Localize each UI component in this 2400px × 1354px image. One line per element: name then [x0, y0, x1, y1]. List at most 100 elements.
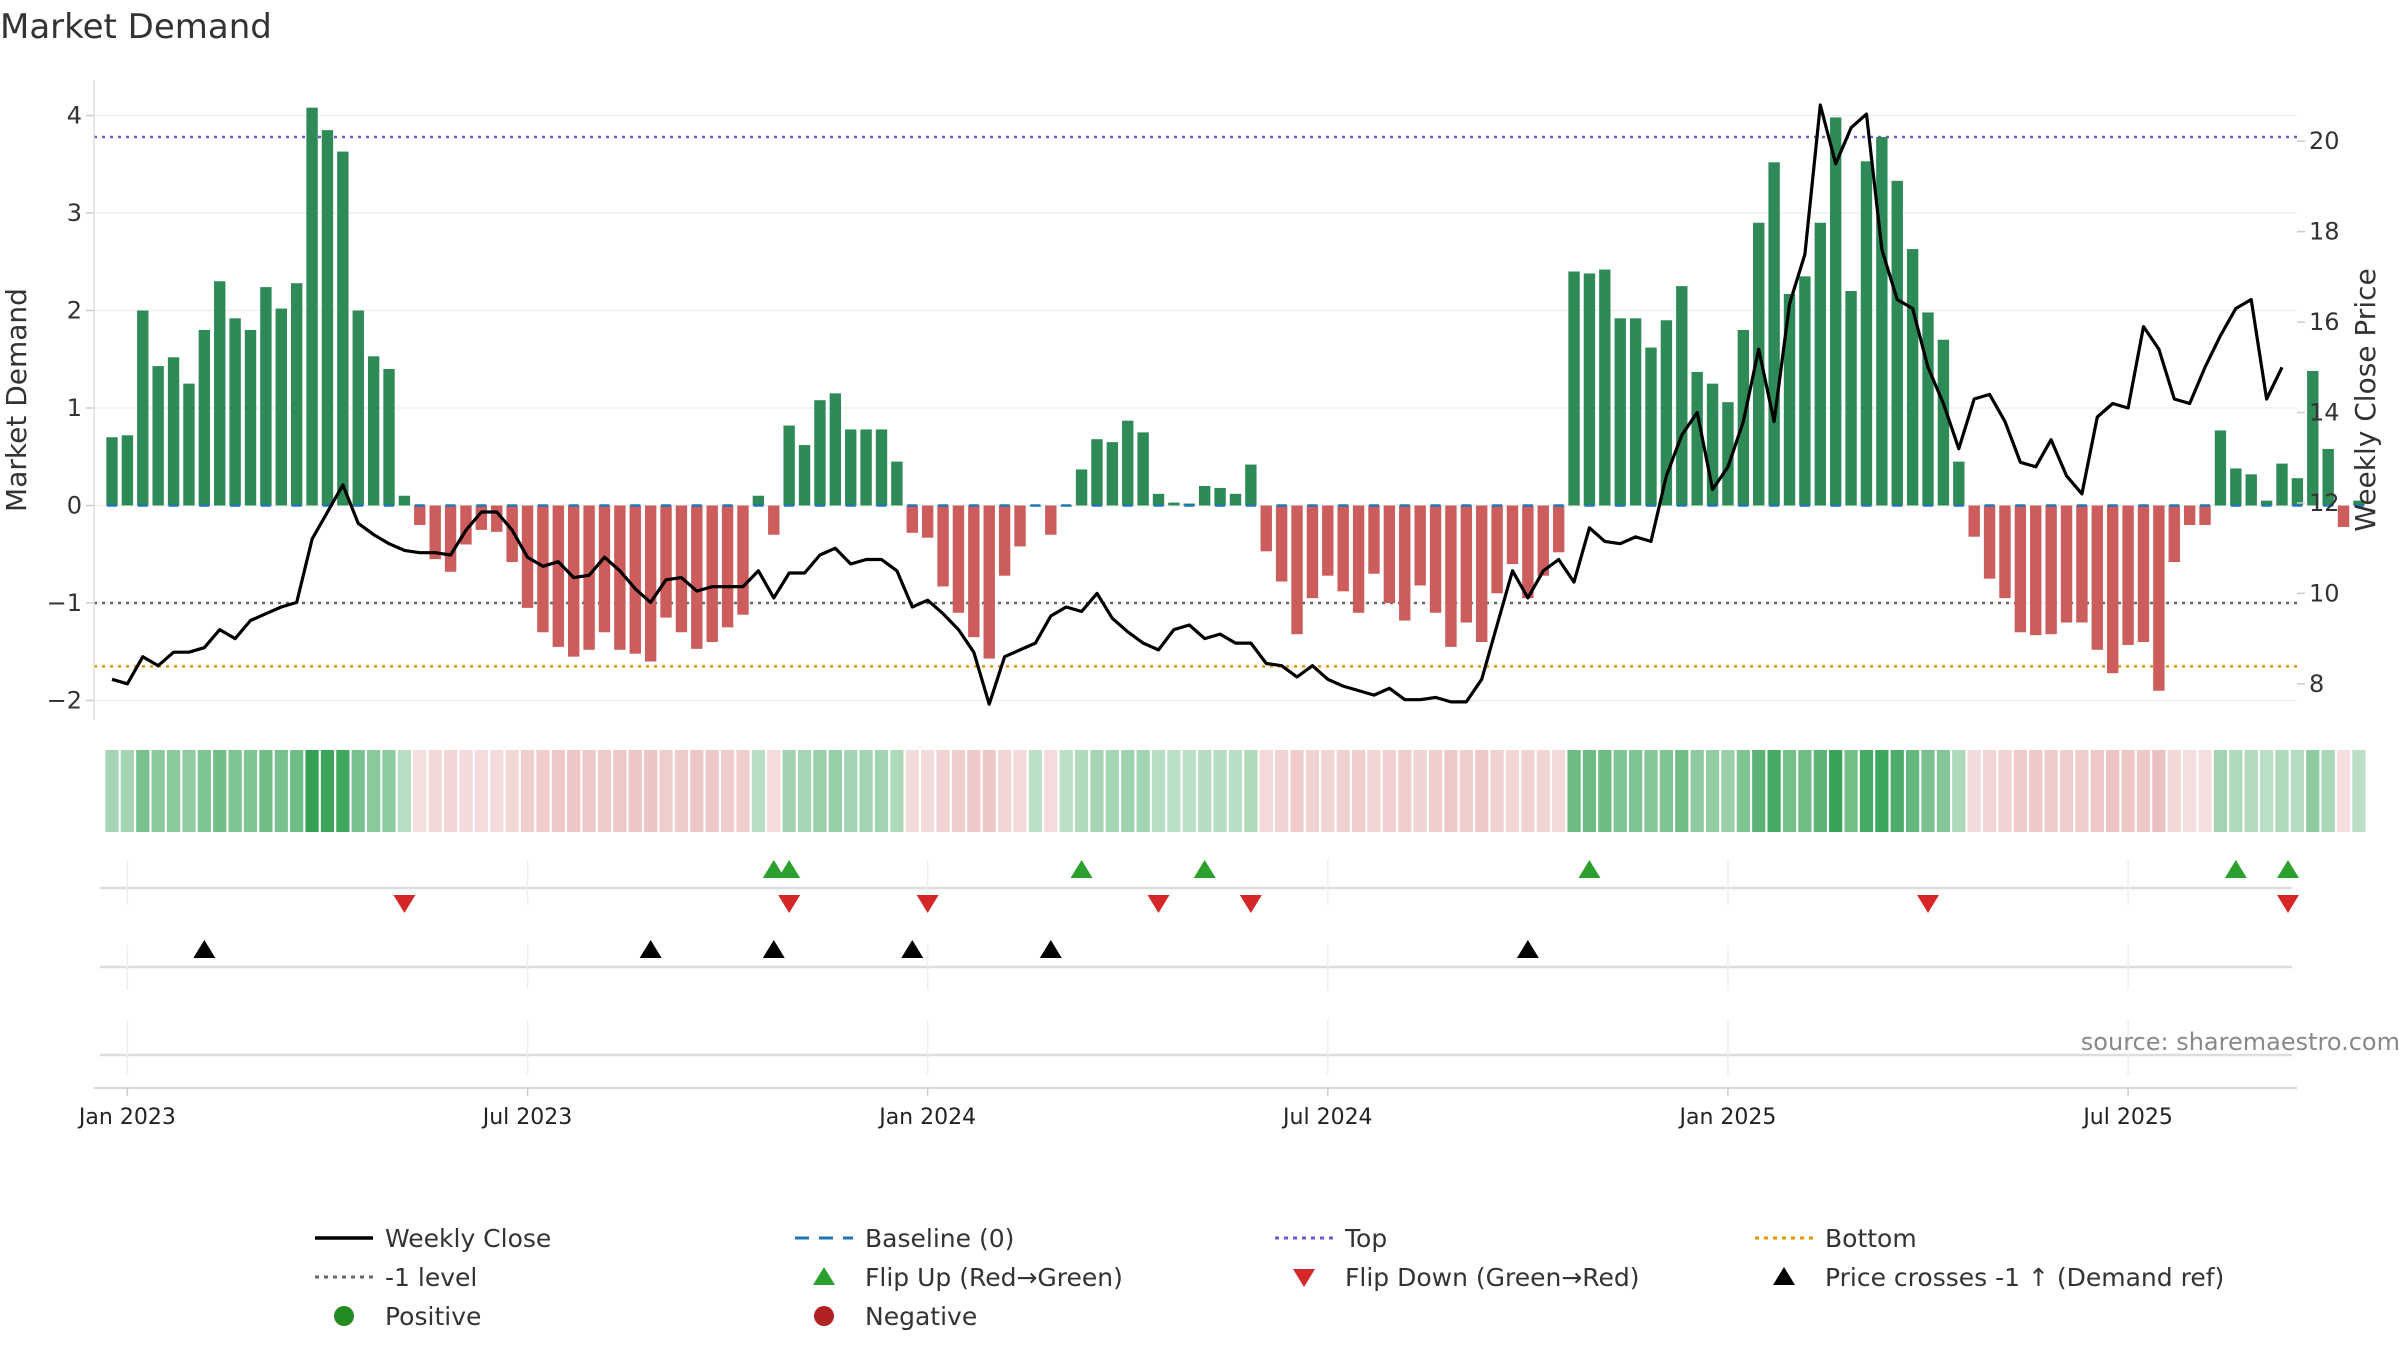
positive-bar [229, 318, 241, 506]
positive-bar [198, 330, 211, 506]
positive-bar [1676, 286, 1688, 506]
heat-cell-negative [1475, 750, 1489, 832]
heat-cell-negative [1305, 750, 1320, 832]
left-axis-title: Market Demand [0, 288, 33, 512]
positive-bar [875, 429, 888, 506]
negative-bar [598, 505, 611, 633]
positive-bar [1614, 318, 1626, 506]
x-axis: Jan 2023 Jul 2023 Jan 2024 Jul 2024 Jan 2025… [77, 1087, 2297, 1130]
positive-bar [1091, 439, 1103, 506]
negative-bar [1968, 505, 1980, 537]
legend-label: Flip Up (Red→Green) [865, 1263, 1123, 1292]
heat-cell-negative [767, 750, 781, 832]
heat-cell-negative [659, 750, 673, 832]
heat-cell-positive [1675, 750, 1689, 832]
negative-bar [475, 505, 488, 530]
weekly-close-series [111, 103, 2284, 706]
heat-cell-negative [1413, 750, 1427, 832]
positive-bar [167, 357, 180, 506]
positive-bar [321, 130, 334, 506]
negative-bar [737, 505, 749, 615]
flip-up-marker [1578, 860, 1601, 878]
positive-bar [152, 366, 164, 506]
negative-bar [2045, 505, 2057, 635]
positive-bar [1876, 136, 1888, 506]
negative-bar [1368, 505, 1380, 574]
heat-cell-positive [274, 750, 288, 832]
event-marker-rows [100, 860, 2299, 1075]
negative-bar [2014, 505, 2027, 633]
positive-bar [2245, 474, 2257, 506]
legend-label: -1 level [385, 1263, 477, 1292]
flip-up-marker [2224, 860, 2247, 878]
legend-tri-up-icon [1773, 1267, 1795, 1285]
positive-bar [860, 429, 872, 506]
negative-bar [1260, 505, 1272, 552]
legend-label: Bottom [1825, 1224, 1917, 1253]
source-note: source: sharemaestro.com [2081, 1028, 2400, 1056]
negative-bar [1537, 505, 1549, 576]
heat-cell-negative [705, 750, 719, 832]
heat-cell-negative [1398, 750, 1412, 832]
negative-bar [1306, 505, 1319, 599]
positive-bar [1629, 318, 1642, 506]
heat-cell-negative [2059, 750, 2074, 832]
x-tick-label: Jan 2024 [877, 1105, 976, 1130]
heat-cell-positive [1875, 750, 1889, 832]
flip-up-marker [2277, 860, 2299, 878]
heat-cell-positive [1244, 750, 1258, 832]
flip-up-marker [762, 860, 785, 878]
heat-cell-positive [844, 750, 858, 832]
negative-bar [2153, 505, 2165, 691]
negative-bar [644, 505, 657, 662]
negative-bar [1414, 505, 1426, 586]
positive-bar [260, 287, 272, 506]
negative-bar [1383, 505, 1396, 603]
negative-bar [1275, 505, 1288, 582]
heat-cell-positive [1213, 750, 1227, 832]
heat-cell-negative [2013, 750, 2027, 832]
negative-bar [614, 505, 626, 650]
heat-cell-positive [2259, 750, 2274, 832]
legend: Weekly Close Baseline (0) Top Bottom -1 leve… [315, 1224, 2224, 1331]
positive-bar [829, 393, 842, 506]
heat-cell-positive [182, 750, 196, 832]
heat-cell-negative [490, 750, 504, 832]
negative-bar [675, 505, 688, 633]
heat-cell-negative [459, 750, 473, 832]
positive-bar [1214, 487, 1226, 506]
flip-up-marker [1070, 860, 1093, 878]
heat-cell-positive [1167, 750, 1181, 832]
positive-bar [1783, 293, 1796, 506]
negative-bar [1552, 505, 1565, 553]
heat-cell-negative [613, 750, 627, 832]
heat-cell-negative [2167, 750, 2181, 832]
positive-bar [2307, 370, 2319, 506]
heat-cell-negative [1336, 750, 1350, 832]
heat-cell-negative [967, 750, 981, 832]
heat-cell-negative [1982, 750, 1997, 832]
negative-bar [706, 505, 718, 642]
negative-bar [537, 505, 549, 633]
positive-bar [137, 310, 149, 506]
positive-bar [1137, 432, 1149, 506]
left-tick-label: 0 [67, 492, 82, 520]
heat-cell-positive [1567, 750, 1581, 832]
positive-bar [1599, 269, 1611, 506]
right-tick-label: 12 [2309, 489, 2340, 517]
price-cross-marker [901, 940, 924, 958]
heat-cell-negative [921, 750, 935, 832]
heat-cell-positive [1659, 750, 1674, 832]
negative-bar [583, 505, 595, 650]
right-tick-label: 20 [2309, 127, 2340, 155]
heat-cell-negative [2136, 750, 2151, 832]
legend-label: Negative [865, 1302, 977, 1331]
legend-item: Top [1275, 1224, 1387, 1253]
flip-down-marker [778, 895, 801, 913]
weekly-close-line [111, 103, 2284, 706]
positive-bar [2230, 468, 2242, 506]
heat-cell-positive [1705, 750, 1720, 832]
heat-cell-positive [320, 750, 335, 832]
negative-bar [1045, 505, 1057, 535]
heat-cell-positive [1936, 750, 1951, 832]
